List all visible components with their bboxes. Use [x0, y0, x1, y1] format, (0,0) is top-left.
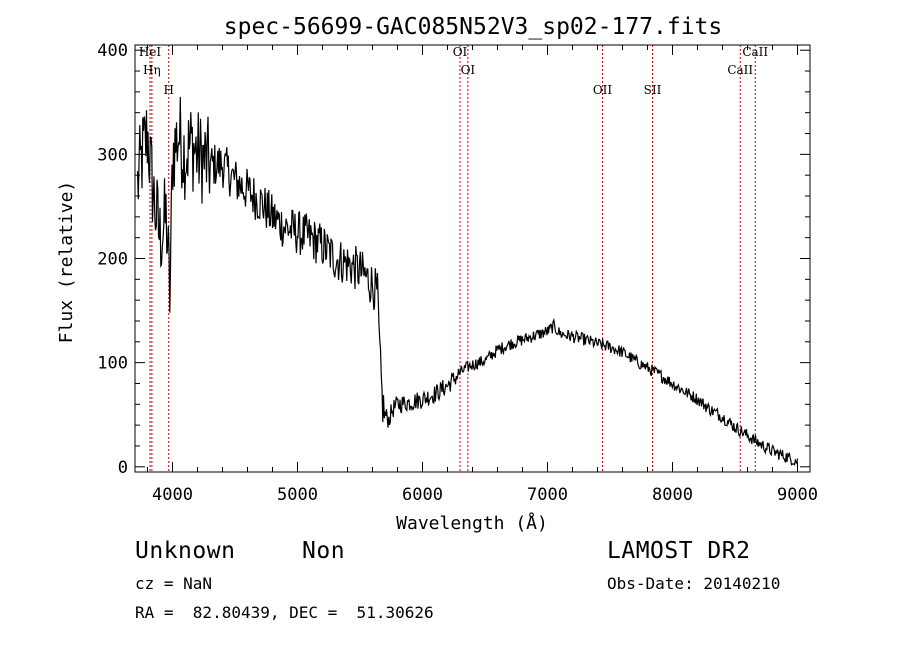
- line-marker-label: OI: [461, 63, 476, 77]
- survey-label: LAMOST DR2: [607, 538, 751, 564]
- y-tick-label: 200: [97, 250, 128, 270]
- y-tick-label: 100: [97, 354, 128, 374]
- x-tick-label: 4000: [152, 485, 193, 505]
- emission-line-markers: [149, 45, 756, 472]
- line-marker-label: SII: [644, 83, 662, 97]
- redshift-value: cz = NaN: [135, 574, 213, 593]
- x-tick-label: 5000: [277, 485, 318, 505]
- subclass-label: Non: [302, 538, 346, 564]
- emission-line-labels: HeI HηH OI OI OII SII CaII CaII: [139, 45, 769, 97]
- y-tick-label: 400: [97, 41, 128, 61]
- line-marker-label: H: [164, 83, 174, 97]
- spectrum-line: [136, 96, 799, 466]
- x-axis: 4000 5000 6000 7000 8000 9000: [147, 45, 818, 505]
- line-marker-label: OII: [593, 83, 613, 97]
- line-marker-label: OI: [453, 45, 468, 59]
- y-tick-label: 300: [97, 145, 128, 165]
- line-marker-label: Hη: [143, 63, 161, 77]
- line-marker-label: CaII: [742, 45, 768, 59]
- x-tick-label: 7000: [527, 485, 568, 505]
- x-tick-label: 6000: [402, 485, 443, 505]
- x-tick-label: 8000: [652, 485, 693, 505]
- y-tick-label: 0: [118, 458, 128, 478]
- x-axis-label: Wavelength (Å): [396, 512, 548, 534]
- chart-title: spec-56699-GAC085N52V3_sp02-177.fits: [224, 14, 723, 40]
- coordinates: RA = 82.80439, DEC = 51.30626: [135, 603, 434, 622]
- x-tick-label: 9000: [777, 485, 818, 505]
- class-label: Unknown: [135, 538, 236, 564]
- observation-date: Obs-Date: 20140210: [607, 574, 781, 593]
- y-axis: 0 100 200 300 400: [97, 41, 810, 478]
- line-marker-label: CaII: [727, 63, 753, 77]
- y-axis-label: Flux (relative): [56, 181, 77, 344]
- line-marker-label: HeI: [139, 45, 162, 59]
